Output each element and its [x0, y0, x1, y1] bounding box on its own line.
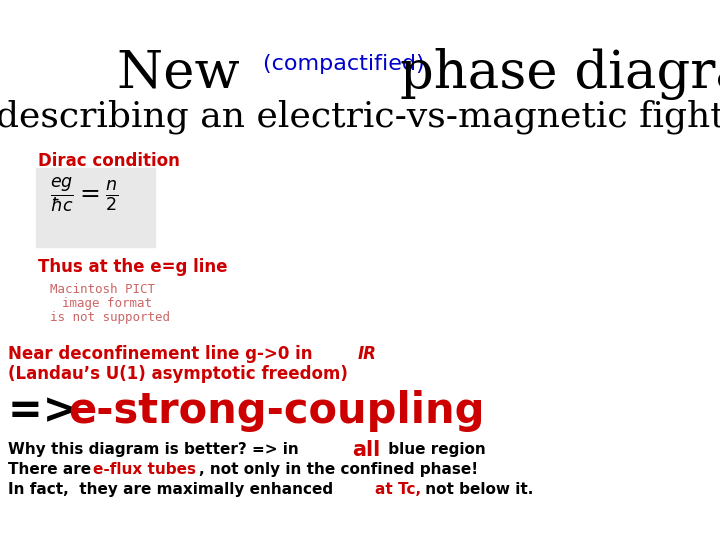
Text: e-flux tubes: e-flux tubes	[93, 462, 196, 477]
Text: Macintosh PICT: Macintosh PICT	[50, 283, 155, 296]
Text: There are: There are	[8, 462, 96, 477]
Text: =>: =>	[8, 390, 92, 432]
Text: , not only in the confined phase!: , not only in the confined phase!	[199, 462, 478, 477]
Text: e-strong-coupling: e-strong-coupling	[68, 390, 485, 432]
Text: Thus at the e=g line: Thus at the e=g line	[38, 258, 228, 276]
Text: In fact,  they are maximally enhanced: In fact, they are maximally enhanced	[8, 482, 343, 497]
Text: $\frac{eg}{\hbar c} = \frac{n}{2}$: $\frac{eg}{\hbar c} = \frac{n}{2}$	[50, 175, 119, 214]
Text: blue region: blue region	[383, 442, 486, 457]
FancyBboxPatch shape	[36, 168, 155, 247]
Text: not below it.: not below it.	[420, 482, 534, 497]
Text: Why this diagram is better? => in: Why this diagram is better? => in	[8, 442, 304, 457]
Text: Near deconfinement line g->0 in: Near deconfinement line g->0 in	[8, 345, 318, 363]
Text: image format: image format	[62, 297, 152, 310]
Text: describing an electric-vs-magnetic fight: describing an electric-vs-magnetic fight	[0, 100, 720, 134]
Text: (Landau’s U(1) asymptotic freedom): (Landau’s U(1) asymptotic freedom)	[8, 365, 348, 383]
Text: all: all	[352, 440, 380, 460]
Text: is not supported: is not supported	[50, 311, 170, 324]
Text: (compactified): (compactified)	[263, 54, 432, 74]
Text: IR: IR	[358, 345, 377, 363]
Text: at Tc,: at Tc,	[375, 482, 421, 497]
Text: New: New	[117, 48, 256, 99]
Text: phase diagram: phase diagram	[400, 48, 720, 100]
Text: Dirac condition: Dirac condition	[38, 152, 180, 170]
